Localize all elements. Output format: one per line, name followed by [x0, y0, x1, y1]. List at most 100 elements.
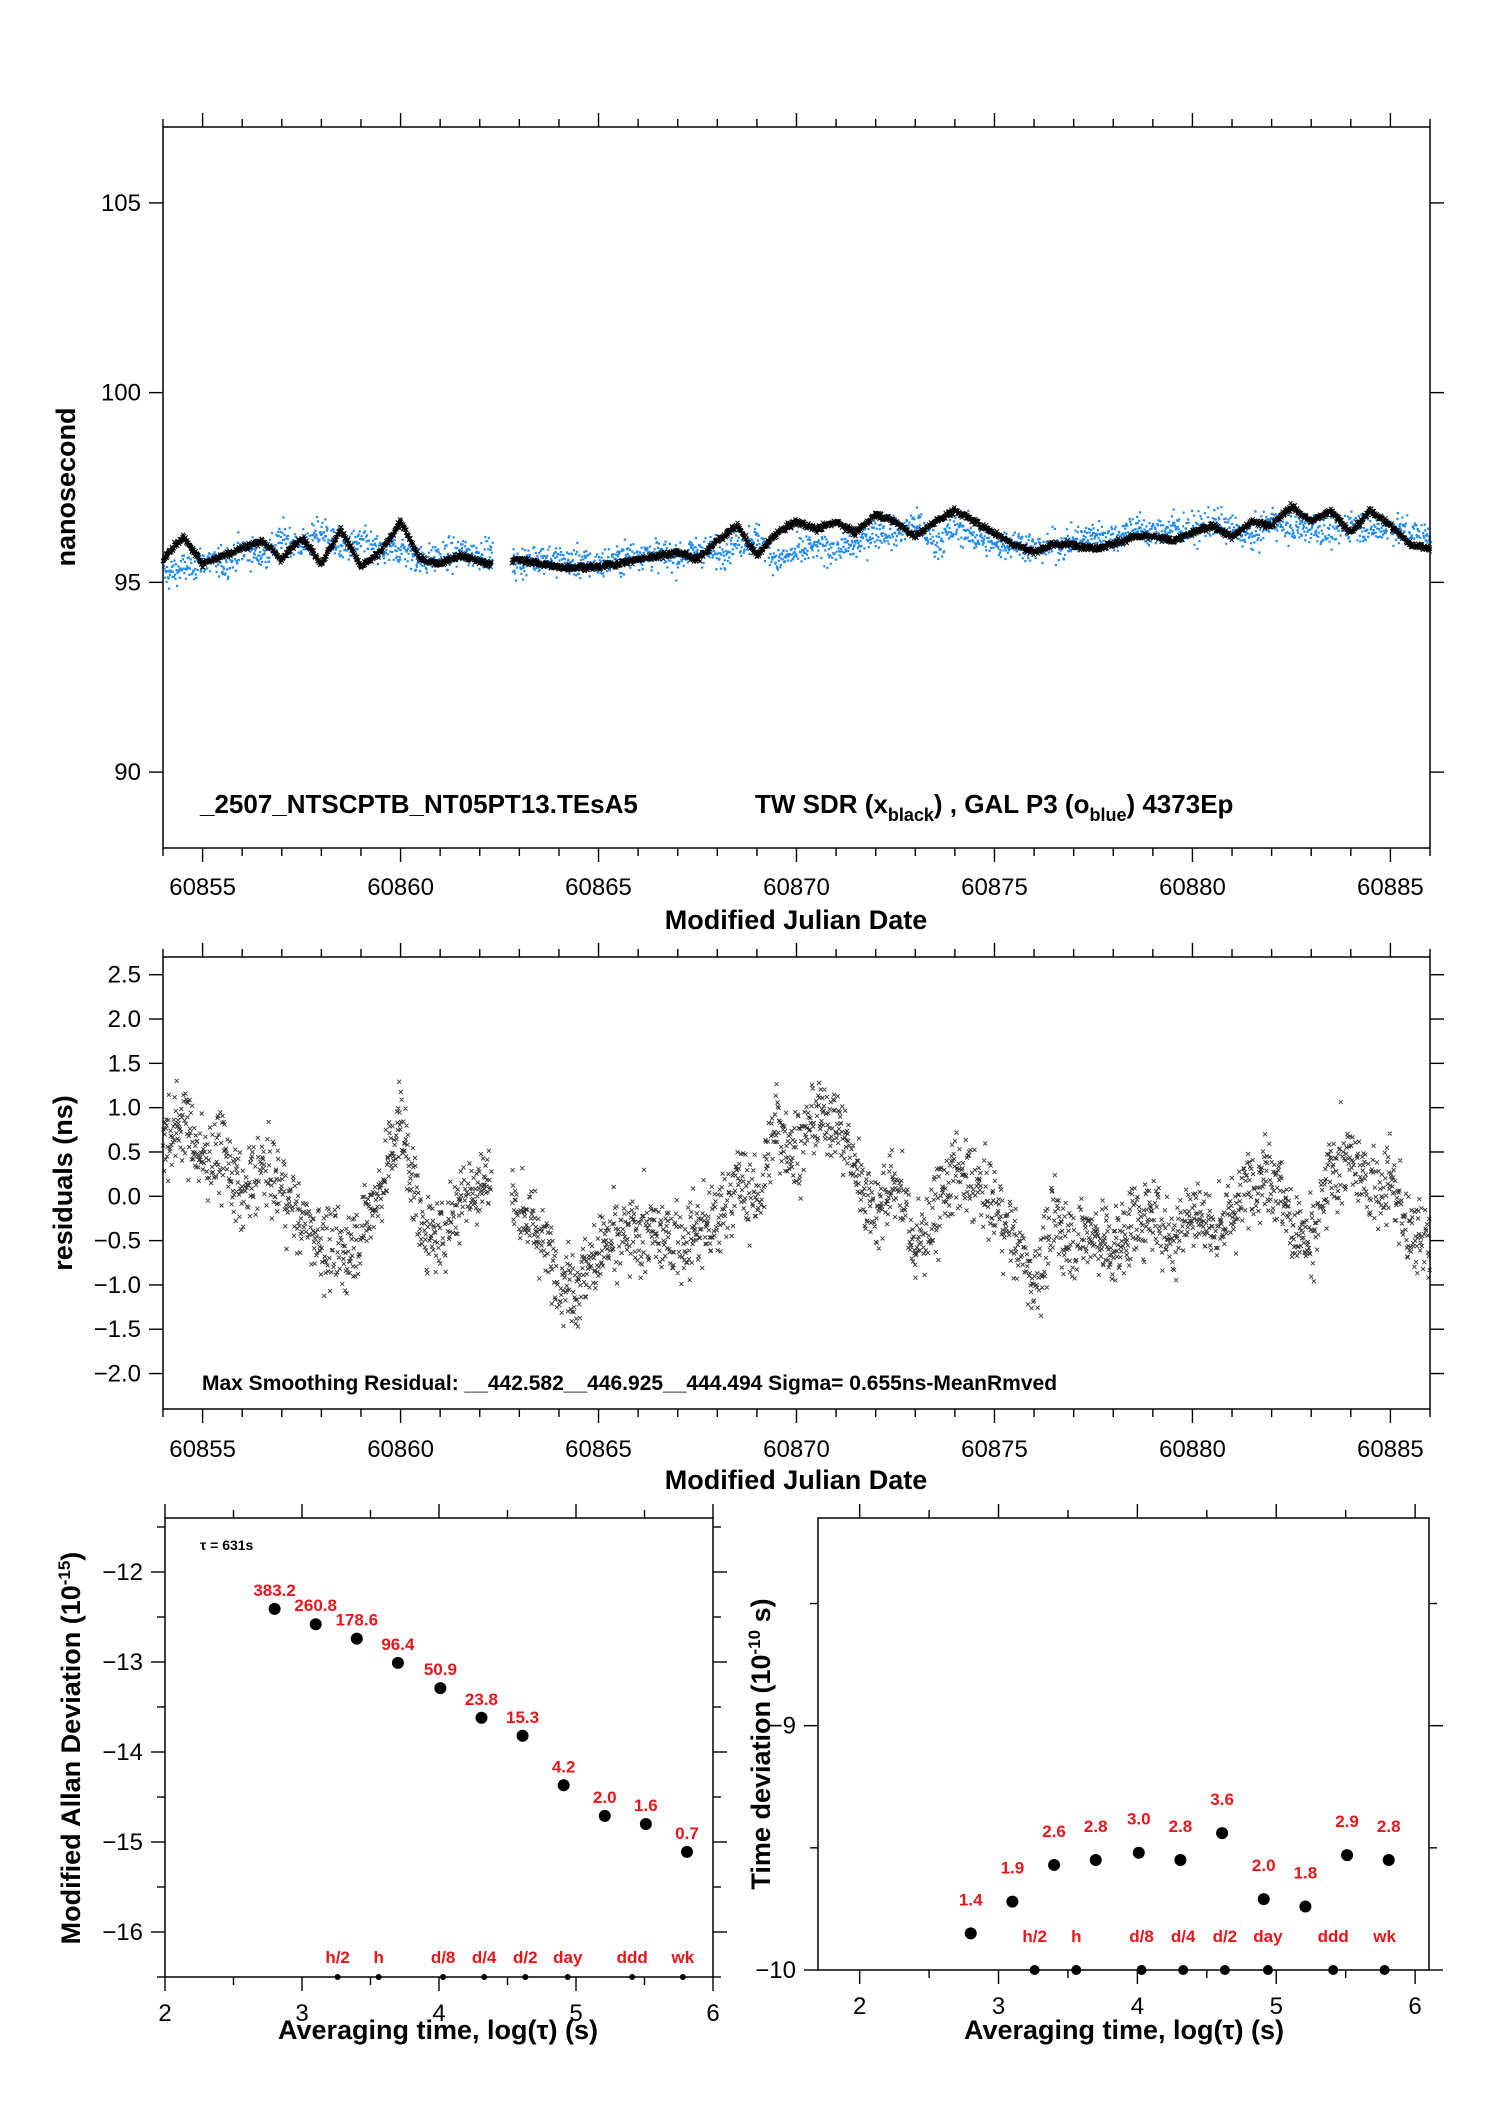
deviation-point [1048, 1858, 1061, 1871]
deviation-point [1089, 1854, 1102, 1867]
interval-marker [1136, 1965, 1147, 1975]
x-tick-label: 4 [432, 2000, 445, 2027]
time-offset-ticks: 60855 60860 60865 60870 60875 60880 60885 90 95 1… [101, 113, 1444, 901]
x-tick-label: 60885 [1357, 1436, 1424, 1463]
data-file-name: _2507_NTSCPTB_NT05PT13.TEsA5 [199, 789, 638, 819]
x-tick-label: 60875 [961, 1436, 1028, 1463]
gal-p3-series [163, 506, 1433, 590]
deviation-point [598, 1809, 611, 1822]
allan-y-title-exponent: -15 [55, 1561, 74, 1586]
deviation-point [1257, 1893, 1270, 1906]
point-value-label: 2.0 [593, 1788, 617, 1807]
y-tick-label: 2.0 [108, 1006, 141, 1033]
x-tick-label: 60865 [565, 1436, 632, 1463]
point-value-label: 96.4 [381, 1635, 415, 1654]
deviation-point [639, 1818, 652, 1830]
point-value-label: 178.6 [336, 1611, 379, 1630]
deviation-point [1132, 1846, 1145, 1859]
point-value-label: 23.8 [465, 1690, 498, 1709]
interval-marker-label: wk [1372, 1927, 1396, 1946]
tdev-y-title-exponent: -10 [745, 1630, 764, 1655]
x-tick-label: 5 [1270, 1993, 1283, 2020]
x-tick-label: 60880 [1159, 874, 1226, 901]
interval-marker [1029, 1965, 1040, 1975]
y-tick-label: −9 [769, 1713, 796, 1740]
deviation-point [309, 1618, 322, 1631]
point-value-label: 50.9 [424, 1660, 457, 1679]
y-tick-label: 95 [114, 569, 141, 596]
point-value-label: 2.8 [1169, 1817, 1193, 1836]
y-tick-label: 90 [114, 759, 141, 786]
y-tick-label: 100 [101, 380, 141, 407]
tdev-plot-frame [817, 1517, 1430, 1971]
interval-marker [1219, 1965, 1230, 1975]
interval-marker-label: day [1253, 1927, 1283, 1946]
residuals-y-axis-title: residuals (ns) [48, 1095, 78, 1271]
interval-marker [375, 1974, 382, 1980]
interval-marker [679, 1974, 686, 1980]
x-tick-label: 60885 [1357, 874, 1424, 901]
interval-marker [334, 1974, 341, 1980]
time-deviation-panel: 2 3 4 5 6 −10 −9 1.4 1.9 2.6 2.8 3.0 2.8 3.6 2.0 1.8 2.… [745, 1504, 1443, 2045]
interval-marker-label: d/4 [1171, 1927, 1196, 1946]
x-tick-label: 2 [853, 1993, 866, 2020]
x-tick-label: 60870 [763, 874, 830, 901]
interval-marker-label: d/2 [1213, 1927, 1238, 1946]
x-tick-label: 60865 [565, 874, 632, 901]
deviation-point [350, 1632, 363, 1645]
deviation-point [1216, 1827, 1229, 1840]
y-tick-label: 105 [101, 190, 141, 217]
interval-marker-label: h [374, 1948, 384, 1967]
y-tick-label: −0.5 [94, 1228, 141, 1255]
deviation-point [1382, 1854, 1395, 1867]
legend-black-prefix: TW SDR (x [755, 789, 888, 819]
point-value-label: 2.9 [1335, 1812, 1359, 1831]
point-value-label: 2.8 [1377, 1817, 1401, 1836]
y-tick-label: −2.0 [94, 1361, 141, 1388]
legend-suffix: ) 4373Ep [1126, 789, 1233, 819]
x-tick-label: 5 [569, 2000, 582, 2027]
deviation-point [557, 1779, 570, 1792]
deviation-point [475, 1711, 488, 1724]
y-tick-label: 0.0 [108, 1183, 141, 1210]
deviation-point [964, 1927, 977, 1940]
x-tick-label: 4 [1131, 1993, 1144, 2020]
interval-marker [1071, 1965, 1082, 1975]
residuals-panel: 60855 60860 60865 60870 60875 60880 60885 −2.0 −… [48, 943, 1444, 1495]
tdev-points: 1.4 1.9 2.6 2.8 3.0 2.8 3.6 2.0 1.8 2.9 2.8 h/2 h d/8… [959, 1790, 1401, 1975]
y-tick-label: −1.0 [94, 1272, 141, 1299]
time-offset-y-axis-title: nanosecond [51, 407, 81, 566]
interval-marker-label: h [1071, 1927, 1081, 1946]
deviation-point [391, 1656, 404, 1669]
allan-x-axis-title: Averaging time, log(τ) (s) [278, 2015, 598, 2045]
interval-marker-label: ddd [1318, 1927, 1349, 1946]
allan-deviation-panel: 2 3 4 5 6 −16 −15 −14 −13 −12 383.2260.8178.696.4… [55, 1504, 727, 2045]
legend-mid: ) , GAL P3 (o [934, 789, 1090, 819]
interval-marker [440, 1974, 447, 1980]
y-tick-label: −14 [102, 1739, 143, 1766]
point-value-label: 260.8 [294, 1596, 337, 1615]
interval-marker-label: d/8 [1129, 1927, 1154, 1946]
point-value-label: 2.6 [1042, 1822, 1066, 1841]
interval-marker [1262, 1965, 1273, 1975]
interval-marker [629, 1974, 636, 1980]
interval-marker [481, 1974, 488, 1980]
point-value-label: 1.8 [1294, 1863, 1318, 1882]
allan-y-title-close: ) [56, 1552, 86, 1561]
y-tick-label: −16 [102, 1919, 143, 1946]
interval-marker-label: h/2 [325, 1948, 350, 1967]
interval-marker [564, 1974, 571, 1980]
deviation-point [1006, 1895, 1019, 1908]
interval-marker [1328, 1965, 1339, 1975]
allan-y-axis-title: Modified Allan Deviation (10-15) [55, 1552, 86, 1945]
y-tick-label: 0.5 [108, 1139, 141, 1166]
interval-marker-label: wk [671, 1948, 695, 1967]
y-tick-label: −13 [102, 1649, 143, 1676]
tdev-y-title-main: Time deviation (10 [746, 1655, 776, 1890]
deviation-point [1299, 1900, 1312, 1913]
interval-marker-label: d/2 [513, 1948, 538, 1967]
residuals-x-axis-title: Modified Julian Date [665, 1465, 928, 1495]
x-tick-label: 60855 [169, 1436, 236, 1463]
